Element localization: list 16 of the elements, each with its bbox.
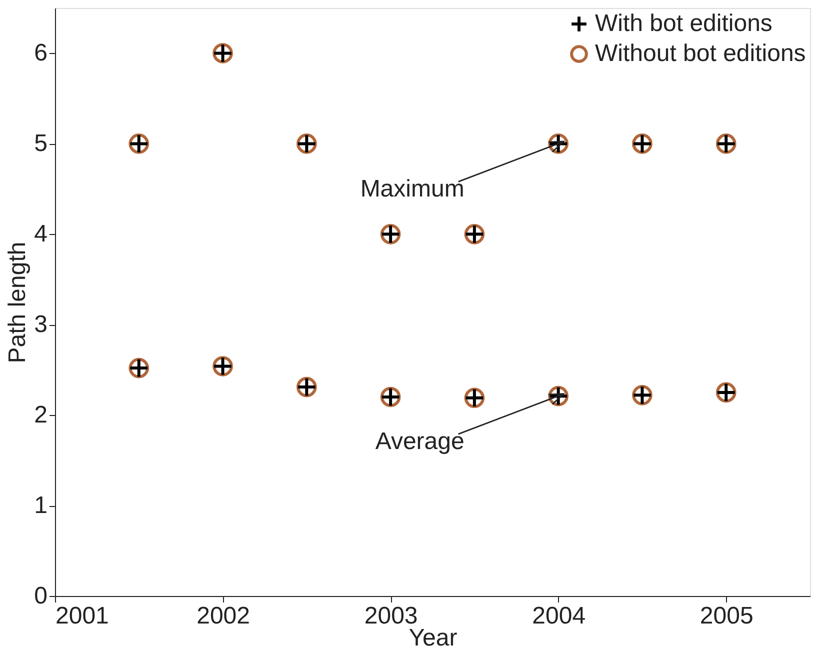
y-tick-label: 6 <box>34 40 48 67</box>
y-tick-label: 0 <box>34 582 48 610</box>
x-tick-label: 2002 <box>196 602 250 630</box>
y-tick-label: 1 <box>34 492 48 520</box>
y-tick-label: 3 <box>34 311 48 338</box>
y-tick-label: 4 <box>34 220 48 248</box>
annotation: Maximum <box>360 176 464 203</box>
x-tick-label: 2001 <box>56 602 109 630</box>
legend-label: With bot editions <box>595 10 772 37</box>
x-tick-label: 2005 <box>700 602 754 630</box>
annotation: Average <box>375 428 464 456</box>
x-tick-label: 2004 <box>532 602 586 630</box>
y-tick-label: 5 <box>34 130 48 158</box>
y-tick-label: 2 <box>34 402 48 429</box>
y-axis-title: Path length <box>4 242 32 364</box>
legend-label: Without bot editions <box>595 40 806 67</box>
